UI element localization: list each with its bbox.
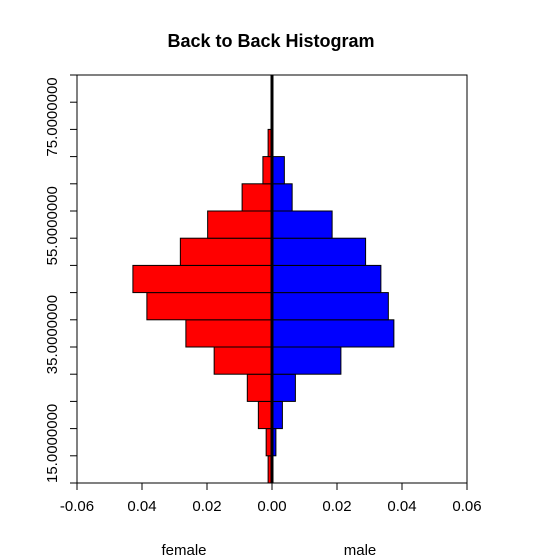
y-tick-label: 35.0000000	[44, 295, 61, 374]
male-bar-47.5	[271, 292, 389, 321]
female-bar-62.5	[207, 210, 273, 239]
x-tick-label: 0.04	[387, 498, 416, 515]
y-tick-label: 55.0000000	[44, 186, 61, 265]
x-axis: -0.06 0.04 0.02 0.00 0.02 0.04 0.06	[60, 483, 482, 515]
male-bar-42.5	[271, 319, 395, 348]
x-label-male: male	[344, 542, 377, 559]
male-bar-62.5	[271, 210, 333, 239]
female-bar-27.5	[257, 400, 273, 430]
x-tick-label: 0.04	[127, 498, 156, 515]
y-axis: 15.0000000 35.0000000 55.0000000 75.0000000	[44, 74, 77, 484]
male-bar-52.5	[271, 264, 382, 294]
male-bar-27.5	[271, 400, 283, 430]
female-bar-42.5	[185, 319, 273, 348]
female-bar-52.5	[132, 264, 273, 294]
male-bar-32.5	[271, 373, 296, 402]
female-bar-37.5	[213, 346, 273, 375]
x-tick-label: 0.06	[452, 498, 481, 515]
male-bar-57.5	[271, 237, 367, 266]
male-bar-67.5	[271, 183, 293, 212]
x-tick-label: 0.02	[322, 498, 351, 515]
x-label-female: female	[161, 542, 206, 559]
female-bar-67.5	[241, 183, 273, 212]
x-tick-label: 0.02	[192, 498, 221, 515]
bars	[132, 128, 395, 484]
male-bar-72.5	[271, 156, 285, 185]
chart-title: Back to Back Histogram	[167, 31, 374, 51]
female-bar-32.5	[246, 373, 273, 402]
female-bar-47.5	[146, 292, 273, 321]
male-bar-37.5	[271, 346, 342, 375]
x-tick-label: -0.06	[60, 498, 94, 515]
y-tick-label: 15.0000000	[44, 404, 61, 483]
y-tick-label: 75.0000000	[44, 77, 61, 156]
x-tick-label: 0.00	[257, 498, 286, 515]
female-bar-57.5	[179, 237, 273, 266]
